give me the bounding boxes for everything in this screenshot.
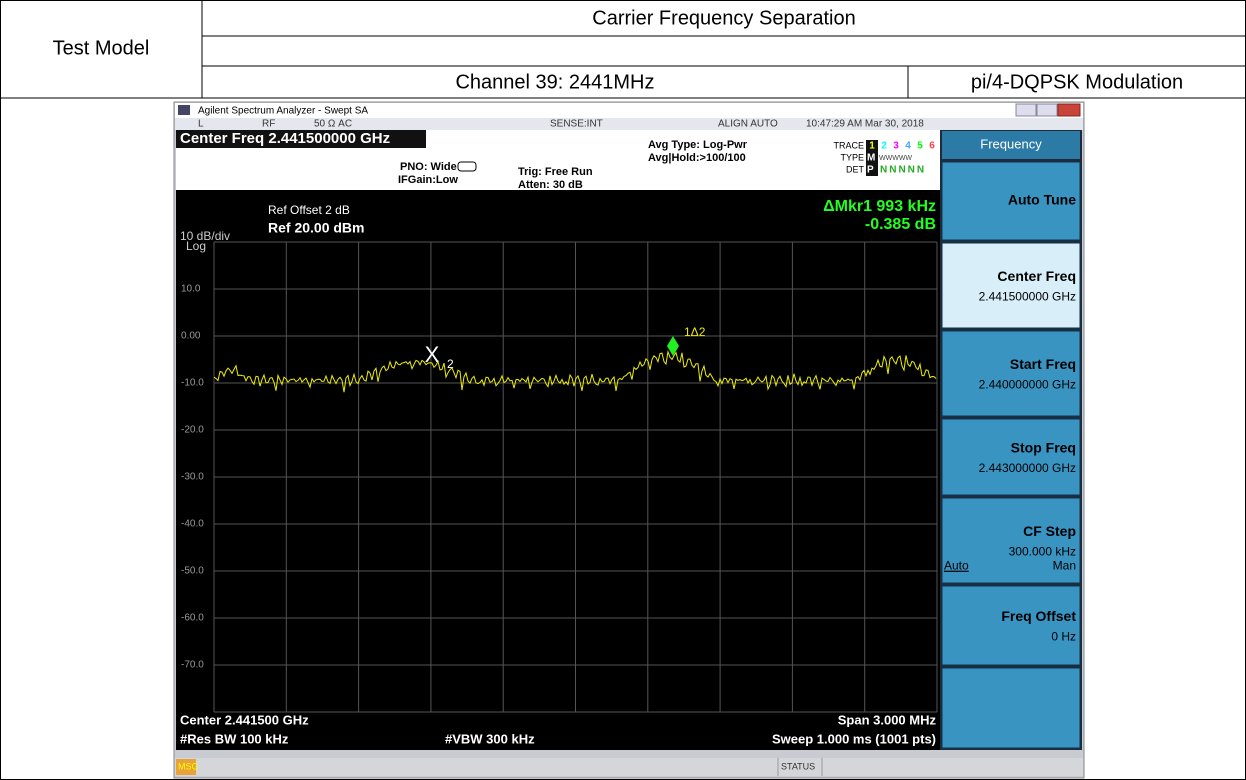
close-button: [1057, 103, 1081, 117]
softkey[interactable]: [941, 418, 1081, 496]
row-header: Test Model: [53, 37, 150, 59]
y-label: 0.00: [181, 331, 201, 342]
status-item: 50 Ω AC: [314, 119, 352, 130]
softkey-value: 2.443000000 GHz: [979, 461, 1076, 475]
softkey-label: Freq Offset: [1001, 608, 1076, 624]
ifgain: IFGain:Low: [398, 174, 458, 186]
softkey-value: 2.440000000 GHz: [979, 378, 1076, 392]
channel: Channel 39: 2441MHz: [455, 71, 654, 93]
softkey-option: Auto: [944, 559, 969, 573]
softkey-label: Stop Freq: [1011, 440, 1076, 456]
marker-x: X: [425, 342, 440, 367]
trace-number: 3: [893, 141, 899, 152]
trace-number: 6: [929, 141, 935, 152]
softkey-label: Auto Tune: [1008, 192, 1076, 208]
scale-type: Log: [186, 239, 206, 253]
y-label: -20.0: [181, 425, 204, 436]
minimize-button: [1015, 103, 1037, 117]
softkey-label: Center Freq: [997, 268, 1076, 284]
modulation: pi/4-DQPSK Modulation: [971, 71, 1183, 93]
bottom-bar: [175, 758, 1083, 776]
footer-rbw: #Res BW 100 kHz: [180, 731, 289, 746]
status-item: 10:47:29 AM Mar 30, 2018: [806, 119, 924, 130]
y-label: -50.0: [181, 566, 204, 577]
table-title: Carrier Frequency Separation: [592, 7, 855, 29]
maximize-button: [1036, 103, 1058, 117]
trace-number: 5: [917, 141, 923, 152]
y-label: -30.0: [181, 472, 204, 483]
msg-box: [176, 759, 196, 775]
status: STATUS: [781, 761, 815, 771]
trace-1-box: [866, 140, 878, 176]
trace-label: TRACE: [833, 140, 864, 150]
softkey[interactable]: [941, 242, 1081, 329]
det-value: NNNNN: [880, 165, 926, 176]
ref-offset: Ref Offset 2 dB: [268, 203, 350, 217]
softkey-value: 300.000 kHz: [1009, 545, 1076, 559]
softkey-label: CF Step: [1023, 523, 1076, 539]
trace: [213, 349, 937, 393]
app-icon: [178, 105, 190, 115]
y-label: -60.0: [181, 613, 204, 624]
avg-hold: Avg|Hold:>100/100: [648, 152, 746, 164]
softkey-option: Man: [1053, 559, 1076, 573]
softkey[interactable]: [941, 330, 1081, 417]
scale: 10 dB/div: [180, 229, 230, 243]
type-label: TYPE: [840, 152, 864, 162]
softkey-menu-title: Frequency: [980, 136, 1042, 151]
marker-readout: ΔMkr1 993 kHz: [823, 198, 936, 215]
softkey-label: Start Freq: [1010, 356, 1076, 372]
status-item: ALIGN AUTO: [718, 119, 778, 130]
avg-type: Avg Type: Log-Pwr: [648, 139, 748, 151]
ref-level: Ref 20.00 dBm: [268, 220, 364, 236]
softkey[interactable]: [941, 497, 1081, 584]
status-row: [175, 118, 1083, 130]
marker-delta: 1Δ2: [684, 325, 706, 339]
window-title: Agilent Spectrum Analyzer - Swept SA: [198, 106, 368, 117]
softkey[interactable]: [941, 161, 1081, 241]
softkey-menu: [942, 131, 1080, 159]
footer-span: Span 3.000 MHz: [838, 712, 937, 727]
softkey-value: 0 Hz: [1051, 630, 1076, 644]
title-bar: [175, 103, 1083, 118]
display: [176, 190, 940, 750]
det-value: P: [867, 165, 874, 176]
marker-x-sub: 2: [447, 357, 454, 371]
footer-center: Center 2.441500 GHz: [180, 712, 309, 727]
y-label: -70.0: [181, 660, 204, 671]
marker-diamond: [667, 336, 679, 356]
msg: MSG: [178, 761, 199, 771]
y-label: -10.0: [181, 378, 204, 389]
marker-readout: -0.385 dB: [865, 216, 936, 233]
pno: PNO: Wide: [400, 161, 457, 173]
status-item: L: [198, 119, 204, 130]
trace-number: 4: [905, 141, 911, 152]
det-label: DET: [846, 164, 865, 174]
center-freq-header: Center Freq 2.441500000 GHz: [180, 130, 390, 147]
softkey-blank: [941, 667, 1081, 749]
atten: Atten: 30 dB: [518, 179, 583, 191]
trace-number: 2: [881, 141, 887, 152]
center-freq-bar: [176, 130, 426, 148]
type-value: M: [867, 153, 875, 164]
status-item: SENSE:INT: [550, 119, 603, 130]
trace-number: 1: [869, 141, 875, 152]
pno-icon: [457, 161, 477, 172]
softkey[interactable]: [941, 585, 1081, 666]
status-item: RF: [262, 119, 275, 130]
type-value: WWWWW: [879, 155, 912, 162]
y-label: -40.0: [181, 519, 204, 530]
footer-sweep: Sweep 1.000 ms (1001 pts): [772, 731, 936, 746]
y-label: 10.0: [181, 284, 201, 295]
trig: Trig: Free Run: [518, 166, 593, 178]
footer-vbw: #VBW 300 kHz: [445, 731, 535, 746]
softkey-value: 2.441500000 GHz: [979, 290, 1076, 304]
